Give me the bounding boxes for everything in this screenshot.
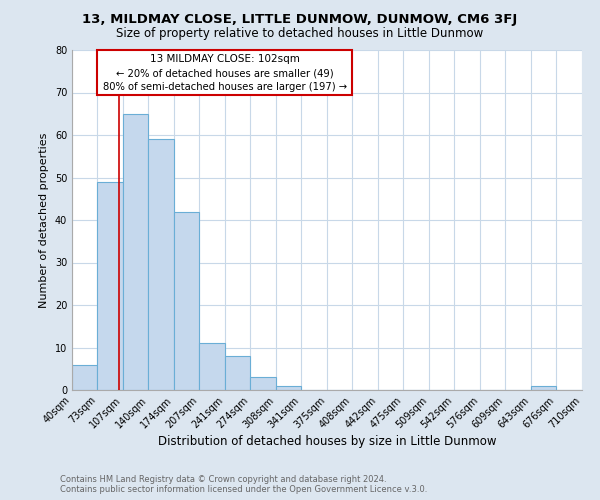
Bar — [225, 356, 250, 390]
FancyBboxPatch shape — [97, 50, 352, 94]
Text: Contains HM Land Registry data © Crown copyright and database right 2024.: Contains HM Land Registry data © Crown c… — [60, 475, 386, 484]
Bar — [276, 386, 301, 390]
Text: Contains public sector information licensed under the Open Government Licence v.: Contains public sector information licen… — [60, 484, 427, 494]
Y-axis label: Number of detached properties: Number of detached properties — [39, 132, 49, 308]
Bar — [531, 386, 556, 390]
Bar — [123, 114, 148, 390]
Bar — [199, 343, 225, 390]
Text: ← 20% of detached houses are smaller (49): ← 20% of detached houses are smaller (49… — [116, 69, 334, 79]
Text: Size of property relative to detached houses in Little Dunmow: Size of property relative to detached ho… — [116, 28, 484, 40]
Text: 80% of semi-detached houses are larger (197) →: 80% of semi-detached houses are larger (… — [103, 82, 347, 92]
Bar — [250, 378, 276, 390]
Text: 13, MILDMAY CLOSE, LITTLE DUNMOW, DUNMOW, CM6 3FJ: 13, MILDMAY CLOSE, LITTLE DUNMOW, DUNMOW… — [82, 12, 518, 26]
Bar — [174, 212, 199, 390]
Text: 13 MILDMAY CLOSE: 102sqm: 13 MILDMAY CLOSE: 102sqm — [149, 54, 299, 64]
Bar — [148, 139, 174, 390]
X-axis label: Distribution of detached houses by size in Little Dunmow: Distribution of detached houses by size … — [158, 436, 496, 448]
Bar — [97, 182, 123, 390]
Bar — [72, 364, 97, 390]
